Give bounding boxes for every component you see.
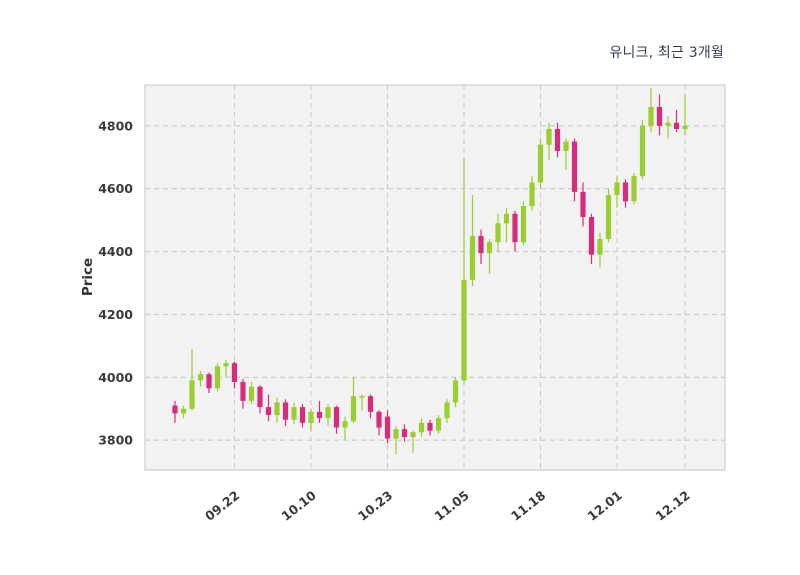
candle	[367, 394, 374, 419]
candle	[520, 201, 527, 246]
candle	[537, 138, 544, 189]
y-tick-label: 4800	[98, 118, 133, 133]
candle	[495, 213, 501, 252]
candle	[197, 371, 204, 387]
plot-background	[145, 85, 725, 470]
candle	[350, 377, 357, 423]
candle	[282, 399, 289, 426]
candle	[299, 404, 306, 428]
candle	[469, 195, 476, 287]
y-tick-label: 3800	[98, 433, 133, 448]
candle	[546, 122, 552, 161]
candle	[486, 239, 493, 274]
candle	[588, 213, 595, 265]
y-tick-label: 4000	[98, 370, 133, 385]
x-tick-label: 11.05	[431, 488, 471, 524]
candle	[248, 382, 255, 404]
candle	[401, 424, 408, 442]
candles	[172, 88, 688, 455]
x-tick-label: 11.18	[508, 488, 548, 524]
candle	[257, 385, 263, 414]
candle	[325, 404, 331, 426]
candle	[418, 418, 425, 437]
candle	[291, 402, 297, 425]
candle	[342, 416, 348, 441]
candle	[172, 400, 178, 423]
plot-border	[144, 84, 726, 471]
candle	[597, 232, 603, 268]
candle	[240, 378, 246, 409]
candle	[214, 363, 221, 392]
y-axis-label: Price	[80, 258, 96, 296]
candle	[682, 94, 688, 136]
candle	[333, 405, 340, 434]
candle	[180, 405, 187, 419]
candle	[656, 94, 663, 136]
candle	[231, 361, 238, 389]
x-tick-label: 09.22	[202, 488, 242, 524]
candle	[444, 399, 450, 423]
chart-title: 유니크, 최근 3개월	[609, 45, 724, 61]
candle	[393, 426, 399, 455]
candle	[376, 410, 382, 436]
candle	[614, 176, 620, 208]
candle	[189, 349, 195, 411]
y-tick-label: 4400	[98, 244, 133, 259]
x-tick-label: 10.10	[278, 487, 319, 523]
x-tick-label: 10.23	[355, 488, 395, 524]
candle	[665, 116, 671, 139]
y-tick-label: 4200	[98, 307, 133, 322]
candle	[308, 408, 314, 431]
candle	[639, 119, 646, 180]
candle	[384, 410, 391, 444]
candle	[461, 157, 467, 384]
x-tick-label: 12.12	[652, 488, 692, 524]
candle	[622, 179, 629, 208]
candle	[571, 138, 578, 202]
candle	[452, 377, 459, 408]
candle	[359, 394, 365, 411]
x-tick-label: 12.01	[584, 488, 624, 524]
candle	[563, 138, 569, 170]
y-tick-label: 4600	[98, 181, 133, 196]
candle	[580, 182, 586, 227]
candle	[223, 360, 229, 378]
candle	[529, 176, 535, 211]
candle	[631, 173, 637, 205]
candle	[410, 430, 416, 453]
candle	[427, 419, 433, 436]
candle	[512, 210, 518, 252]
candle	[554, 122, 561, 158]
candle	[206, 372, 212, 393]
candle	[478, 229, 484, 265]
candle	[435, 415, 442, 434]
candle	[648, 88, 654, 133]
candle	[673, 110, 680, 133]
candle	[265, 394, 272, 422]
candle	[503, 207, 510, 243]
candle	[274, 397, 280, 423]
candle	[605, 188, 612, 243]
candle	[316, 400, 323, 423]
